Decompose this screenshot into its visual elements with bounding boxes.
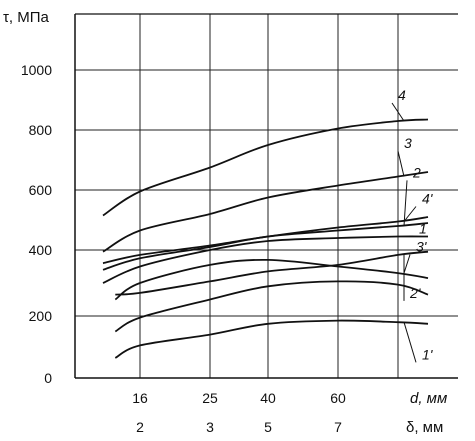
x-tick-delta-7: 7 xyxy=(334,419,342,435)
leader-3-prime xyxy=(403,254,411,274)
label-2-prime: 2' xyxy=(409,285,422,301)
curve-2-prime xyxy=(115,250,429,296)
x-tick-d-60: 60 xyxy=(330,390,346,406)
y-axis-label: τ, МПа xyxy=(3,9,50,26)
y-tick-label-0: 0 xyxy=(44,370,52,386)
curve-3-prime xyxy=(114,258,429,301)
curves xyxy=(102,118,429,359)
label-4: 4 xyxy=(398,87,406,103)
curve-3 xyxy=(102,171,429,253)
curve-4-prime xyxy=(102,216,429,265)
label-1: 1 xyxy=(419,221,427,237)
leader-4-prime xyxy=(403,206,417,222)
label-3: 3 xyxy=(404,135,412,151)
leader-2 xyxy=(403,180,408,227)
label-4-prime: 4' xyxy=(422,191,434,207)
leader-1-prime xyxy=(403,322,417,363)
x-tick-delta-3: 3 xyxy=(206,419,214,435)
tick-labels: 0 200 400 600 800 1000 16 25 40 60 2 3 5 7 xyxy=(21,62,346,435)
y-tick-label-600: 600 xyxy=(29,182,53,198)
axes xyxy=(74,13,458,379)
label-2: 2 xyxy=(412,164,421,180)
x-tick-d-40: 40 xyxy=(260,390,276,406)
x-axis-label-delta: δ, мм xyxy=(406,419,443,436)
leader-3 xyxy=(397,150,405,177)
label-1-prime: 1' xyxy=(422,346,434,362)
curve-labels: 4 324' 1 3' 2' 1' xyxy=(391,87,434,363)
y-tick-label-400: 400 xyxy=(29,242,53,258)
x-tick-delta-5: 5 xyxy=(264,419,272,435)
curve-unlabeled-0 xyxy=(114,280,429,333)
y-tick-label-200: 200 xyxy=(29,308,53,324)
y-tick-label-800: 800 xyxy=(29,122,53,138)
curve-4 xyxy=(102,118,429,217)
y-tick-label-1000: 1000 xyxy=(21,62,52,78)
leader-4 xyxy=(391,102,405,122)
x-axis-label-d: d, мм xyxy=(410,390,447,407)
x-tick-delta-2: 2 xyxy=(136,419,144,435)
curve-1 xyxy=(102,235,429,284)
grid-lines xyxy=(75,14,458,378)
x-tick-d-16: 16 xyxy=(132,390,148,406)
x-tick-d-25: 25 xyxy=(202,390,218,406)
curve-1-prime xyxy=(114,319,429,359)
label-3-prime: 3' xyxy=(416,239,428,255)
